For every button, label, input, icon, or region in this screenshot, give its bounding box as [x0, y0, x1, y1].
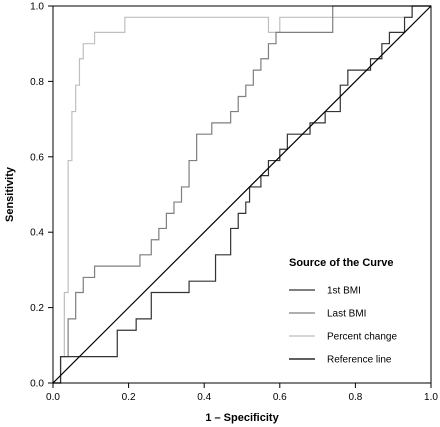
- legend-item-reference-line: Reference line: [289, 355, 392, 366]
- y-tick-label: 0.6: [30, 152, 44, 163]
- y-tick-label: 1.0: [30, 2, 44, 13]
- curves-layer: [52, 5, 432, 384]
- legend-items: 1st BMI Last BMI Percent change Reference l…: [289, 286, 397, 366]
- x-tick-label: 0.8: [348, 392, 362, 403]
- series-line-last-bmi: [53, 5, 431, 384]
- plot-frame: [52, 5, 432, 384]
- y-axis-title: Sensitivity: [4, 166, 16, 222]
- y-tick-label: 0.0: [30, 379, 44, 390]
- legend-label: Percent change: [327, 332, 397, 343]
- x-tick-label: 0.2: [122, 392, 136, 403]
- x-tick-label: 0.0: [46, 392, 60, 403]
- y-tick-label: 0.8: [30, 77, 44, 88]
- x-axis-title: 1 – Specificity: [205, 412, 279, 424]
- legend: Source of the Curve 1st BMI Last BMI Perce…: [276, 246, 426, 374]
- legend-box: [276, 246, 426, 374]
- legend-item-1st-bmi: 1st BMI: [289, 286, 361, 297]
- legend-label: Last BMI: [327, 309, 366, 320]
- legend-title: Source of the Curve: [289, 257, 394, 269]
- legend-label: 1st BMI: [327, 286, 361, 297]
- legend-item-last-bmi: Last BMI: [289, 309, 366, 320]
- series-line-reference-line: [52, 5, 432, 384]
- x-tick-label: 0.4: [197, 392, 211, 403]
- x-tick-label: 1.0: [424, 392, 438, 403]
- legend-label: Reference line: [327, 355, 392, 366]
- series-line-1st-bmi: [53, 5, 431, 384]
- legend-item-percent-change: Percent change: [289, 332, 397, 343]
- y-tick-label: 0.4: [30, 228, 44, 239]
- y-tick-label: 0.2: [30, 303, 44, 314]
- x-tick-label: 0.6: [273, 392, 287, 403]
- axis-ticks: 0.0 0.2 0.4 0.6 0.8 1.0 0.0 0.2 0.4 0.6 0.8 1.0: [30, 2, 438, 404]
